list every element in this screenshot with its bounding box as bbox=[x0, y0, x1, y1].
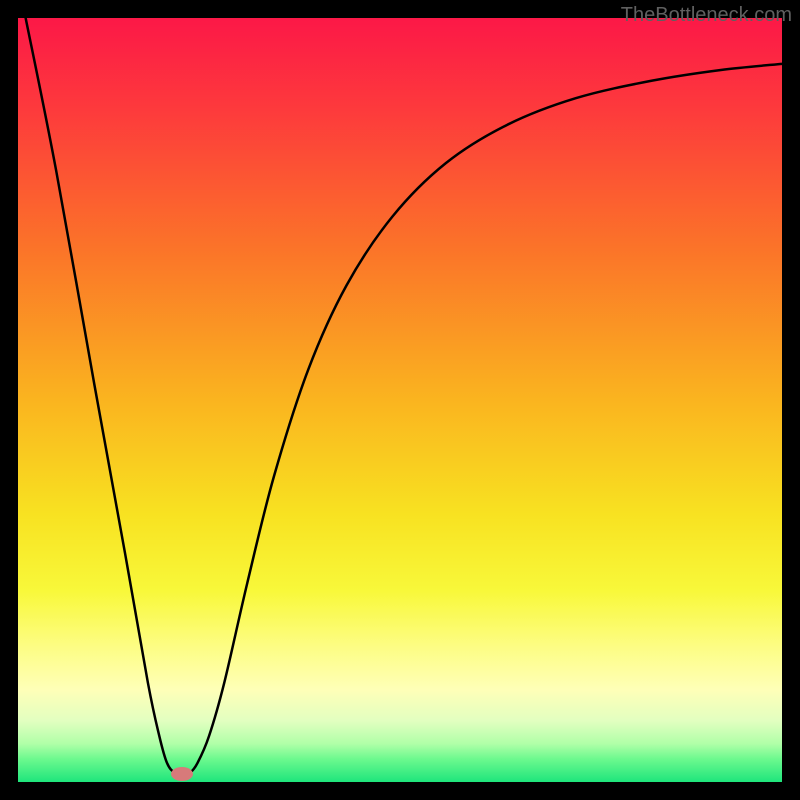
bottleneck-chart bbox=[18, 18, 782, 782]
watermark-text: TheBottleneck.com bbox=[621, 4, 792, 27]
optimal-point-marker bbox=[171, 767, 193, 781]
gradient-background bbox=[18, 18, 782, 782]
